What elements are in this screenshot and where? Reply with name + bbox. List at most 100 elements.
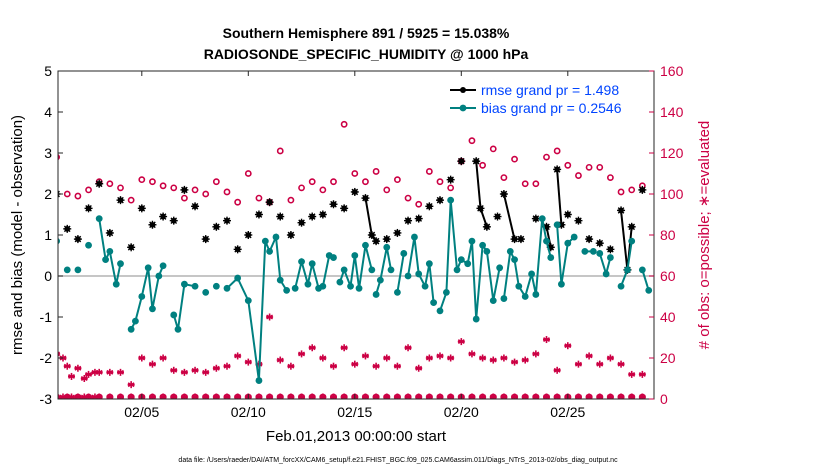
bias-point — [457, 256, 465, 263]
bias-point — [421, 282, 429, 290]
obs-evaluated-baseline-point — [574, 393, 582, 399]
obs-possible-point — [393, 176, 401, 184]
obs-evaluated-point — [606, 354, 614, 362]
obs-possible-point — [276, 147, 284, 155]
rmse-point — [254, 210, 263, 219]
obs-evaluated-point — [638, 370, 646, 378]
obs-evaluated-point — [617, 360, 625, 368]
bias-point — [223, 284, 231, 292]
rmse-point — [585, 235, 594, 244]
rmse-point — [84, 204, 93, 213]
obs-evaluated-baseline-point — [223, 393, 231, 399]
bias-point — [515, 282, 523, 290]
legend: rmse grand pr = 1.498 bias grand pr = 0.2… — [450, 82, 622, 116]
obs-possible-point — [372, 168, 380, 175]
obs-possible-point — [287, 196, 295, 204]
bias-point — [132, 317, 139, 325]
obs-evaluated-point — [276, 356, 284, 364]
obs-evaluated-baseline-point — [415, 393, 423, 399]
obs-evaluated-baseline-point — [617, 393, 625, 399]
obs-evaluated-baseline-point — [553, 393, 561, 399]
obs-evaluated-baseline-point — [330, 393, 337, 399]
obs-possible-point — [585, 163, 593, 171]
obs-evaluated-point — [234, 352, 242, 360]
bias-point — [624, 266, 631, 274]
obs-evaluated-baseline-point — [276, 393, 284, 399]
obs-evaluated-point — [298, 350, 306, 358]
obs-evaluated-baseline-point — [404, 393, 412, 399]
obs-possible-point — [159, 182, 167, 190]
obs-evaluated-baseline-point — [596, 393, 604, 399]
bias-point — [404, 272, 412, 280]
rmse-point — [499, 190, 508, 198]
rmse-point — [574, 216, 583, 225]
chart-title-line-1: Southern Hemisphere 891 / 5925 = 15.038% — [223, 25, 510, 41]
bias-point — [483, 248, 491, 255]
bias-point — [553, 221, 561, 229]
rmse-point — [606, 245, 615, 254]
obs-possible-point — [149, 178, 156, 186]
rmse-point — [367, 231, 376, 239]
bias-point — [266, 248, 273, 255]
y2-tick-label: 160 — [660, 63, 684, 79]
obs-evaluated-baseline-point — [372, 393, 380, 399]
obs-possible-point — [564, 161, 572, 169]
chart-title-line-2: RADIOSONDE_SPECIFIC_HUMIDITY @ 1000 hPa — [204, 46, 529, 62]
bias-point — [255, 377, 263, 384]
rmse-point — [638, 185, 647, 194]
obs-evaluated-point — [191, 366, 199, 374]
obs-possible-point — [383, 186, 391, 194]
obs-evaluated-baseline-point — [202, 393, 210, 399]
rmse-point — [201, 235, 210, 244]
obs-evaluated-baseline-point — [170, 393, 178, 399]
legend-bias-label: bias grand pr = 0.2546 — [481, 100, 622, 116]
chart-title: Southern Hemisphere 891 / 5925 = 15.038%… — [204, 25, 529, 62]
rmse-point — [318, 210, 327, 219]
bias-line-segment — [172, 283, 196, 330]
bias-point — [589, 248, 597, 255]
obs-evaluated-point — [372, 362, 380, 370]
obs-evaluated-point — [574, 360, 582, 368]
obs-possible-point — [362, 178, 369, 186]
rmse-point — [563, 210, 572, 219]
obs-possible-point — [58, 154, 60, 161]
rmse-point — [297, 218, 306, 227]
rmse-point — [531, 214, 540, 223]
bias-point — [538, 215, 546, 223]
obs-possible-point — [180, 194, 188, 202]
y-tick-label: -1 — [40, 309, 53, 325]
obs-evaluated-point — [425, 354, 433, 362]
bias-point — [570, 233, 578, 241]
bias-point — [155, 272, 163, 280]
obs-evaluated-baseline-point — [340, 393, 348, 399]
obs-evaluated-baseline-point — [468, 393, 476, 399]
obs-evaluated-point — [148, 360, 156, 368]
obs-evaluated-point — [340, 344, 348, 352]
obs-possible-point — [255, 194, 263, 202]
obs-possible-point — [63, 190, 71, 198]
bias-point — [304, 280, 312, 288]
obs-evaluated-baseline-point — [191, 393, 199, 399]
rmse-line-segment — [556, 169, 563, 225]
obs-evaluated-point — [511, 358, 519, 366]
legend-bias-marker — [459, 104, 467, 112]
bias-point — [191, 282, 199, 290]
bias-point — [138, 293, 146, 300]
bias-line-segment — [439, 200, 501, 320]
rmse-point — [159, 212, 168, 221]
obs-possible-point — [543, 153, 550, 161]
obs-evaluated-point — [68, 372, 76, 380]
x-tick-label: 02/20 — [444, 404, 479, 420]
bias-point — [436, 307, 444, 315]
bias-point — [181, 280, 188, 288]
obs-possible-point — [85, 186, 92, 194]
bias-point — [276, 276, 284, 284]
obs-evaluated-baseline-point — [479, 393, 487, 399]
rmse-point — [482, 222, 491, 231]
obs-possible-point — [308, 178, 316, 186]
obs-evaluated-baseline-point — [127, 393, 135, 399]
y2-tick-label: 20 — [660, 350, 676, 366]
bias-point — [261, 237, 269, 245]
bias-point — [244, 297, 252, 304]
bias-point — [106, 248, 114, 255]
